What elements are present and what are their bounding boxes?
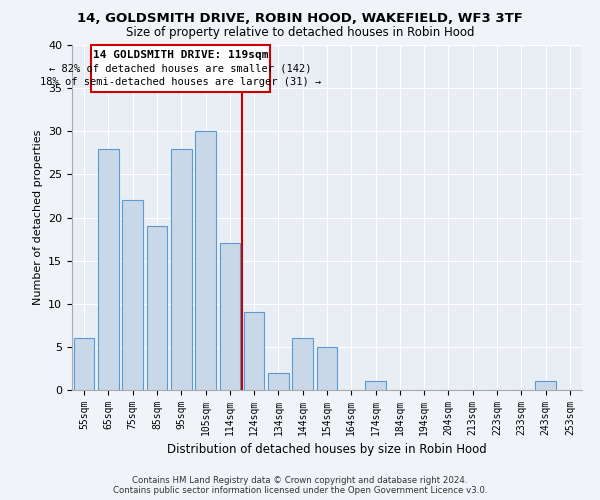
Bar [122,200,143,390]
Bar [268,373,289,390]
Bar [195,131,216,390]
X-axis label: Distribution of detached houses by size in Robin Hood: Distribution of detached houses by size … [167,444,487,456]
Bar [146,226,167,390]
Bar [365,382,386,390]
Bar [171,148,191,390]
Bar [244,312,265,390]
Bar [98,148,119,390]
Bar [317,347,337,390]
Bar [535,382,556,390]
Text: 14 GOLDSMITH DRIVE: 119sqm: 14 GOLDSMITH DRIVE: 119sqm [93,50,268,60]
Bar [220,244,240,390]
Text: 18% of semi-detached houses are larger (31) →: 18% of semi-detached houses are larger (… [40,77,322,87]
Text: ← 82% of detached houses are smaller (142): ← 82% of detached houses are smaller (14… [49,64,312,74]
Bar [292,338,313,390]
Text: 14, GOLDSMITH DRIVE, ROBIN HOOD, WAKEFIELD, WF3 3TF: 14, GOLDSMITH DRIVE, ROBIN HOOD, WAKEFIE… [77,12,523,26]
Text: Contains HM Land Registry data © Crown copyright and database right 2024.
Contai: Contains HM Land Registry data © Crown c… [113,476,487,495]
Bar [74,338,94,390]
FancyBboxPatch shape [91,45,270,92]
Text: Size of property relative to detached houses in Robin Hood: Size of property relative to detached ho… [126,26,474,39]
Y-axis label: Number of detached properties: Number of detached properties [32,130,43,305]
